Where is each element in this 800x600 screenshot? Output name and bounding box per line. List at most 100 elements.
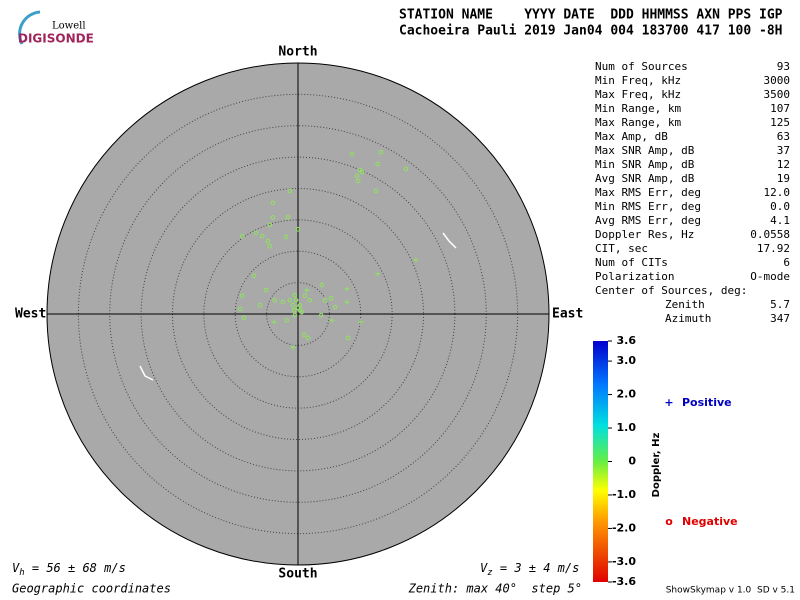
source-negative: [270, 200, 276, 206]
legend-label: Positive: [682, 396, 732, 409]
source-negative: [291, 307, 297, 313]
source-positive: [329, 317, 335, 323]
vz-symbol: V: [480, 561, 488, 575]
coords-note: Geographic coordinates: [12, 582, 171, 596]
arrow-icon: [442, 232, 457, 249]
source-negative: [355, 178, 361, 184]
source-negative: [295, 305, 301, 311]
source-negative: [272, 297, 278, 303]
zenith-note: Zenith: max 40° step 5°: [408, 582, 582, 596]
source-negative: [354, 173, 360, 179]
stat-value: 12.0: [764, 186, 791, 199]
source-negative: [257, 302, 263, 308]
source-negative: [302, 293, 308, 299]
vh-symbol: V: [12, 561, 20, 575]
stat-label: Polarization: [595, 270, 674, 283]
stat-value: 125: [770, 116, 790, 129]
source-positive: [290, 344, 296, 350]
source-negative: [287, 188, 293, 194]
source-negative: [322, 297, 328, 303]
logo-top: Lowell: [52, 21, 86, 32]
stat-label: Min RMS Err, deg: [595, 200, 701, 213]
colorbar: [593, 341, 608, 582]
colorbar-tick-label: -2.0: [612, 521, 636, 534]
header-line: Cachoeira Pauli 2019 Jan04 004 183700 41…: [399, 24, 783, 39]
source-negative: [345, 335, 351, 341]
colorbar-tick-label: 3.6: [617, 334, 637, 347]
source-negative: [295, 226, 301, 232]
vh-text: = 56 ± 68 m/s: [25, 561, 126, 575]
source-negative: [301, 332, 307, 338]
stat-value: 37: [777, 144, 790, 157]
source-negative: [305, 335, 311, 341]
source-negative: [285, 215, 291, 220]
source-negative: [319, 282, 325, 288]
source-positive: [358, 319, 364, 325]
stat-label: Avg RMS Err, deg: [595, 214, 701, 227]
source-negative: [293, 297, 299, 303]
source-positive: [304, 287, 310, 293]
source-negative: [378, 149, 384, 155]
stat-value: 93: [777, 60, 790, 73]
legend-symbol: o: [665, 515, 673, 528]
stat-label: Num of Sources: [595, 60, 688, 73]
source-negative: [299, 309, 305, 315]
source-negative: [270, 215, 276, 220]
source-negative: [267, 222, 273, 228]
stat-label: Min Range, km: [595, 102, 681, 115]
stat-value: 4.1: [770, 214, 790, 227]
source-negative: [253, 230, 259, 236]
source-positive: [413, 257, 419, 263]
stat-value: 0.0558: [750, 228, 790, 241]
source-negative: [284, 317, 290, 323]
version: ShowSkymap v 1.0 SD v 5.1: [666, 586, 795, 596]
center-title: Center of Sources, deg:: [595, 284, 747, 297]
stat-value: 6: [783, 256, 790, 269]
vh: Vh = 56 ± 68 m/s: [12, 561, 126, 578]
stat-label: Max Amp, dB: [595, 130, 668, 143]
center-value: 5.7: [770, 298, 790, 311]
source-negative: [283, 234, 289, 240]
source-negative: [332, 304, 338, 310]
source-negative: [280, 299, 286, 305]
source-negative: [292, 292, 298, 298]
source-negative: [359, 169, 365, 175]
source-negative: [265, 238, 271, 244]
legend-symbol: +: [664, 396, 673, 409]
source-negative: [318, 312, 324, 318]
compass-north: North: [278, 45, 317, 60]
source-negative: [373, 188, 379, 194]
stat-value: O-mode: [750, 270, 790, 283]
legend-label: Negative: [682, 515, 738, 528]
stat-value: 107: [770, 102, 790, 115]
source-negative: [403, 166, 409, 172]
stat-value: 3000: [764, 74, 791, 87]
source-negative: [292, 312, 298, 318]
vz-sub: z: [487, 568, 492, 578]
stat-value: 12: [777, 158, 790, 171]
colorbar-tick-label: 2.0: [617, 388, 637, 401]
stat-label: Max Range, km: [595, 116, 681, 129]
source-negative: [307, 297, 313, 303]
source-positive: [375, 271, 381, 277]
source-negative: [241, 315, 247, 321]
source-negative: [375, 161, 380, 167]
arrow-icon: [139, 365, 154, 381]
center-value: 347: [770, 312, 790, 325]
stat-value: 0.0: [770, 200, 790, 213]
colorbar-tick-label: -1.0: [612, 488, 636, 501]
compass-south: South: [278, 567, 317, 582]
stat-value: 63: [777, 130, 790, 143]
source-negative: [290, 302, 296, 308]
stat-label: CIT, sec: [595, 242, 648, 255]
colorbar-tick-label: 0: [628, 455, 636, 468]
vh-sub: h: [19, 568, 24, 578]
source-positive: [344, 299, 350, 305]
source-negative: [349, 151, 355, 157]
stat-value: 19: [777, 172, 790, 185]
stat-label: Num of CITs: [595, 256, 668, 269]
source-negative: [239, 233, 245, 239]
stat-label: Avg SNR Amp, dB: [595, 172, 695, 185]
source-negative: [287, 297, 293, 303]
logo-arc: [18, 10, 41, 45]
